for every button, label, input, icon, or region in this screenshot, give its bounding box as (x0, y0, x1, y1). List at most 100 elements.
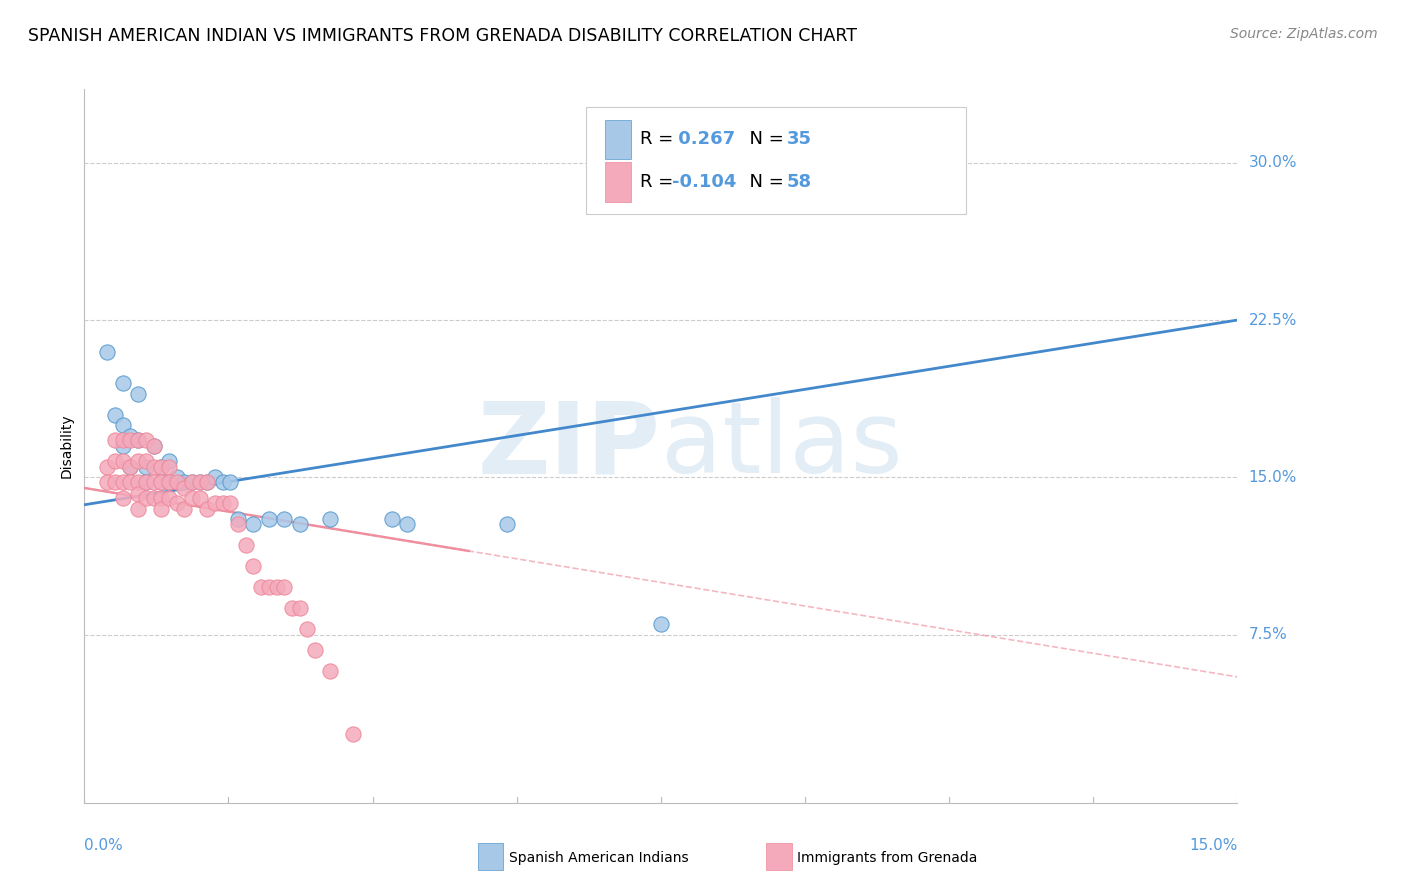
Point (135, 491, 157, 506)
Point (96, 460, 118, 475)
Point (150, 475, 173, 489)
Point (111, 439, 134, 453)
Point (157, 475, 180, 489)
Point (135, 475, 157, 489)
Point (281, 600, 304, 615)
Point (188, 491, 211, 506)
Point (142, 491, 165, 506)
Text: ZIP: ZIP (478, 398, 661, 494)
Point (181, 475, 204, 489)
Point (266, 580, 288, 594)
Point (127, 386, 149, 401)
Y-axis label: Disability: Disability (59, 414, 73, 478)
FancyBboxPatch shape (606, 162, 631, 202)
Point (127, 433, 149, 447)
Point (226, 512, 249, 526)
Point (111, 417, 134, 432)
Point (111, 433, 134, 447)
Point (120, 460, 142, 475)
Point (111, 491, 134, 506)
Point (173, 502, 195, 516)
Point (204, 470, 226, 484)
Point (157, 475, 180, 489)
Point (157, 491, 180, 506)
Point (135, 433, 157, 447)
Point (157, 453, 180, 467)
Point (195, 502, 218, 516)
Point (181, 491, 204, 506)
Point (104, 453, 127, 467)
Point (104, 433, 127, 447)
Point (297, 622, 319, 636)
Point (319, 512, 342, 526)
Point (127, 475, 149, 489)
Text: 0.267: 0.267 (672, 130, 735, 148)
Point (219, 475, 242, 489)
Point (250, 580, 273, 594)
Point (166, 475, 188, 489)
Point (396, 516, 419, 531)
Point (142, 460, 165, 475)
Point (650, 617, 672, 632)
Point (342, 726, 364, 740)
Point (142, 475, 165, 489)
Text: 58: 58 (786, 173, 811, 191)
Text: SPANISH AMERICAN INDIAN VS IMMIGRANTS FROM GRENADA DISABILITY CORRELATION CHART: SPANISH AMERICAN INDIAN VS IMMIGRANTS FR… (28, 27, 858, 45)
Point (173, 481, 195, 495)
Point (204, 496, 226, 510)
Point (142, 439, 165, 453)
Text: 0.0%: 0.0% (84, 838, 124, 854)
Point (166, 496, 188, 510)
Point (111, 453, 134, 467)
Text: -0.104: -0.104 (672, 173, 737, 191)
Text: R =: R = (640, 173, 679, 191)
Text: atlas: atlas (661, 398, 903, 494)
Text: Source: ZipAtlas.com: Source: ZipAtlas.com (1230, 27, 1378, 41)
Point (188, 475, 211, 489)
Point (150, 491, 173, 506)
Point (273, 512, 295, 526)
Point (257, 580, 280, 594)
Point (120, 460, 142, 475)
Point (219, 496, 242, 510)
Point (104, 408, 127, 422)
Point (127, 487, 149, 501)
Point (211, 496, 233, 510)
Point (496, 516, 519, 531)
Point (127, 453, 149, 467)
Point (166, 470, 188, 484)
Point (150, 475, 173, 489)
Point (211, 475, 233, 489)
Point (120, 428, 142, 442)
Text: R =: R = (640, 130, 679, 148)
Point (120, 475, 142, 489)
Text: Spanish American Indians: Spanish American Indians (509, 851, 689, 865)
Point (111, 376, 134, 390)
Point (150, 460, 173, 475)
Text: 15.0%: 15.0% (1249, 470, 1296, 485)
Point (319, 664, 342, 678)
Point (288, 600, 311, 615)
Point (157, 460, 180, 475)
Point (150, 460, 173, 475)
Point (104, 475, 127, 489)
Text: 15.0%: 15.0% (1189, 838, 1237, 854)
FancyBboxPatch shape (606, 120, 631, 159)
Point (934, 166, 956, 180)
Point (195, 475, 218, 489)
Text: N =: N = (738, 173, 790, 191)
Point (142, 439, 165, 453)
Point (173, 475, 195, 489)
Point (120, 433, 142, 447)
Point (226, 516, 249, 531)
Point (127, 433, 149, 447)
Point (127, 502, 149, 516)
Text: N =: N = (738, 130, 790, 148)
Point (96, 344, 118, 359)
Point (242, 558, 264, 573)
Point (188, 475, 211, 489)
Point (135, 475, 157, 489)
Point (242, 516, 264, 531)
Point (135, 453, 157, 467)
Point (195, 475, 218, 489)
